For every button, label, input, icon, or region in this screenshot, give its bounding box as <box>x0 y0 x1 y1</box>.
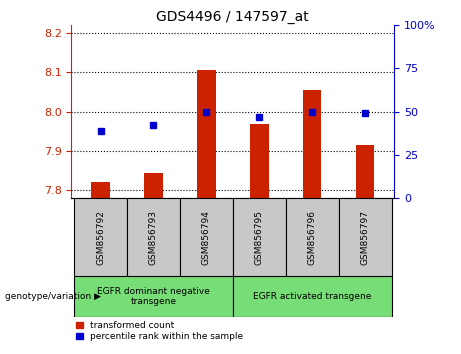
Bar <box>74 198 127 276</box>
Text: genotype/variation ▶: genotype/variation ▶ <box>5 292 100 301</box>
Bar <box>91 182 110 198</box>
Bar <box>233 198 286 276</box>
Text: GSM856797: GSM856797 <box>361 210 370 265</box>
Legend: transformed count, percentile rank within the sample: transformed count, percentile rank withi… <box>76 321 243 341</box>
Bar <box>233 276 391 317</box>
Text: GSM856793: GSM856793 <box>149 210 158 265</box>
Bar <box>74 276 233 317</box>
Title: GDS4496 / 147597_at: GDS4496 / 147597_at <box>156 10 309 24</box>
Bar <box>339 198 391 276</box>
Bar <box>197 70 216 198</box>
Text: GSM856795: GSM856795 <box>255 210 264 265</box>
Text: GSM856796: GSM856796 <box>307 210 317 265</box>
Bar <box>303 90 321 198</box>
Text: GSM856792: GSM856792 <box>96 210 105 265</box>
Text: EGFR dominant negative
transgene: EGFR dominant negative transgene <box>97 287 210 306</box>
Bar <box>250 124 268 198</box>
Bar <box>127 198 180 276</box>
Bar <box>286 198 339 276</box>
Bar <box>180 198 233 276</box>
Text: EGFR activated transgene: EGFR activated transgene <box>253 292 372 301</box>
Bar <box>144 173 163 198</box>
Bar <box>356 145 374 198</box>
Text: GSM856794: GSM856794 <box>202 210 211 265</box>
